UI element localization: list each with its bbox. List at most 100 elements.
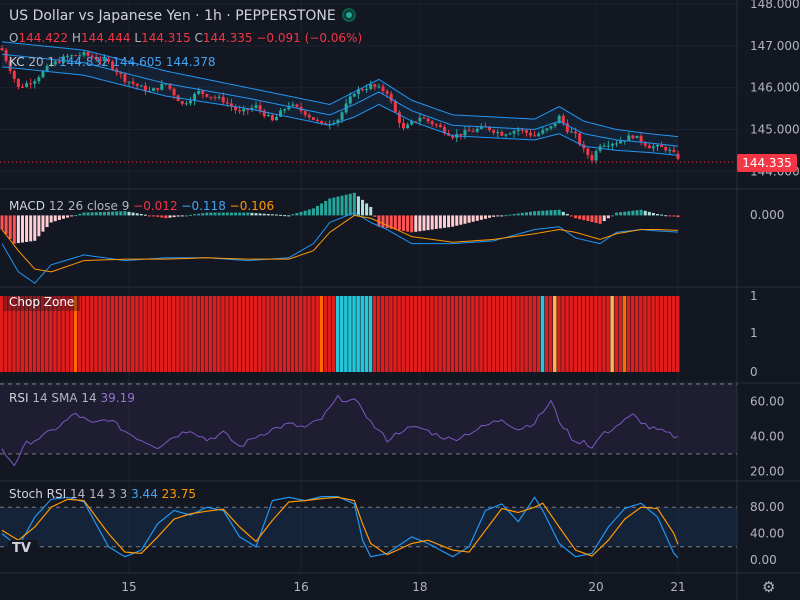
chop-zone-bar <box>237 296 242 372</box>
candle-body <box>672 150 676 152</box>
chop-zone-bar <box>327 296 332 372</box>
chop-zone-bar <box>639 296 643 372</box>
macd-histogram-bar <box>422 215 426 231</box>
candle-body <box>25 83 29 87</box>
chop-zone-bar <box>585 296 590 372</box>
chop-zone-bar <box>307 296 311 372</box>
candle-body <box>557 115 561 124</box>
macd-histogram-bar <box>586 215 590 222</box>
chop-zone-bar <box>335 296 340 372</box>
chop-zone-bar <box>405 296 410 372</box>
candle-body <box>393 101 397 113</box>
candle-body <box>287 105 291 110</box>
macd-signal-line <box>1 214 679 273</box>
macd-histogram-bar <box>217 212 221 216</box>
chop-zone-bar <box>495 296 500 372</box>
rsi-legend[interactable]: RSI 14 SMA 14 39.19 <box>9 391 135 405</box>
candle-body <box>504 134 508 136</box>
macd-histogram-bar <box>205 212 209 216</box>
stoch-legend[interactable]: Stoch RSI 14 14 3 3 3.44 23.75 <box>9 487 196 501</box>
kc-legend[interactable]: KC 20 1 144.832 144.605 144.378 <box>9 55 216 69</box>
rsi-pane <box>0 383 737 467</box>
candle-body <box>561 115 565 124</box>
macd-histogram-bar <box>545 210 549 216</box>
macd-histogram-bar <box>180 215 184 217</box>
symbol-title[interactable]: US Dollar vs Japanese Yen · 1h · PEPPERS… <box>9 8 336 24</box>
chop-zone-bar <box>143 296 147 372</box>
candle-body <box>57 61 61 63</box>
stoch-k-value: 3.44 <box>131 487 158 501</box>
macd-histogram-bar <box>197 213 201 216</box>
chop-zone-bar <box>528 296 532 372</box>
settings-gear-icon[interactable]: ⚙ <box>762 578 776 596</box>
candle-body <box>53 61 57 65</box>
macd-legend[interactable]: MACD 12 26 close 9 −0.012 −0.118 −0.106 <box>9 199 274 213</box>
chop-zone-bar <box>540 296 545 372</box>
macd-histogram-bar <box>524 212 528 216</box>
tradingview-logo[interactable]: TV <box>8 540 38 560</box>
chop-zone-bar <box>53 296 57 372</box>
chop-zone-bar <box>258 296 262 372</box>
chop-zone-bar <box>36 296 41 372</box>
candle-body <box>221 96 225 103</box>
candle-body <box>111 61 115 70</box>
chop-zone-legend[interactable]: Chop Zone <box>3 294 81 311</box>
macd-histogram-bar <box>311 208 315 216</box>
macd-histogram-bar <box>590 215 594 222</box>
macd-histogram-bar <box>582 215 586 221</box>
stoch-tick-label: 40.00 <box>750 527 784 541</box>
chop-zone-bar <box>458 296 463 372</box>
macd-histogram-bar <box>668 215 672 217</box>
chop-zone-bar <box>352 296 356 372</box>
chop-zone-bar <box>8 296 12 372</box>
macd-histogram-bar <box>168 215 172 218</box>
candle-body <box>90 55 94 58</box>
candle-body <box>389 93 393 102</box>
chop-zone-bar <box>274 296 278 372</box>
chop-zone-bar <box>643 296 647 372</box>
candle-body <box>74 55 78 57</box>
candle-body <box>365 88 369 90</box>
chop-zone-bar <box>454 296 459 372</box>
macd-histogram-bar <box>188 214 192 216</box>
candle-body <box>516 129 520 131</box>
macd-histogram-bar <box>287 215 291 217</box>
macd-histogram-bar <box>336 196 340 216</box>
chop-zone-bar <box>372 296 377 372</box>
macd-histogram-bar <box>184 215 188 217</box>
chop-zone-bar <box>356 296 360 372</box>
candle-body <box>459 133 463 136</box>
candle-body <box>414 121 418 123</box>
macd-histogram-bar <box>397 215 401 231</box>
macd-histogram-bar <box>295 213 299 216</box>
macd-histogram-bar <box>606 215 610 219</box>
macd-histogram-bar <box>627 211 631 216</box>
macd-histogram-bar <box>94 212 98 216</box>
chop-zone-bar <box>340 296 344 372</box>
macd-histogram-bar <box>594 215 598 223</box>
macd-histogram-bar <box>119 211 123 216</box>
price-tick-label: 148.000 <box>750 0 800 11</box>
macd-histogram-bar <box>102 211 106 216</box>
macd-hist-value: −0.012 <box>133 199 178 213</box>
time-tick-label: 16 <box>293 580 308 594</box>
candle-body <box>553 123 557 127</box>
macd-histogram-bar <box>12 215 16 244</box>
macd-histogram-bar <box>393 215 397 230</box>
macd-histogram-bar <box>426 215 430 231</box>
candle-body <box>193 93 197 101</box>
chop-zone-bar <box>20 296 24 372</box>
macd-histogram-bar <box>107 211 111 216</box>
candle-body <box>94 57 98 60</box>
chop-zone-bar <box>569 296 573 372</box>
candle-body <box>373 84 377 87</box>
candle-body <box>565 123 569 132</box>
chop-zone-bar <box>376 296 381 372</box>
last-price-tag: 144.335 <box>737 154 797 172</box>
candle-body <box>520 129 524 131</box>
macd-histogram-bar <box>631 210 635 216</box>
chop-zone-bar <box>45 296 49 372</box>
close-label: C <box>194 31 203 45</box>
chart-title: US Dollar vs Japanese Yen · 1h · PEPPERS… <box>9 8 356 24</box>
